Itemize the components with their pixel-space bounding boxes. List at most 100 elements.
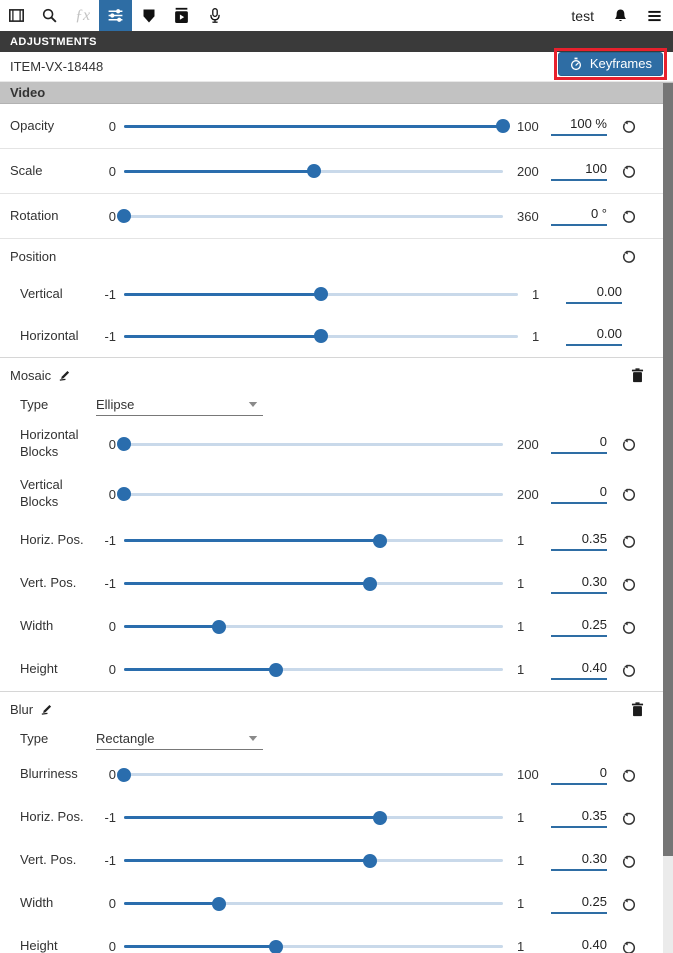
slider-track[interactable]: [124, 329, 518, 343]
dropdown-row-type: Type Rectangle: [0, 726, 673, 753]
slider-handle[interactable]: [314, 287, 328, 301]
slider-handle[interactable]: [496, 119, 510, 133]
group-mosaic: Mosaic Type Ellipse Horizontal Blocks 0 200 0 V…: [0, 358, 673, 692]
slider-track[interactable]: [117, 209, 503, 223]
reset-button[interactable]: [617, 486, 637, 502]
slider-track[interactable]: [124, 619, 503, 634]
reset-icon: [621, 436, 637, 452]
slider-handle[interactable]: [372, 533, 387, 548]
reset-button[interactable]: [617, 576, 637, 592]
edit-effect-button[interactable]: [40, 702, 54, 716]
min-value: 0: [108, 767, 116, 782]
menu-button[interactable]: [647, 9, 662, 23]
edit-effect-button[interactable]: [58, 368, 72, 382]
vertical-scrollbar[interactable]: [663, 83, 673, 953]
slider-track[interactable]: [124, 853, 503, 868]
panel-title: ADJUSTMENTS: [10, 35, 97, 48]
reset-icon: [621, 767, 637, 783]
slider-row-horiz-pos: Horiz. Pos. -1 1 0.35: [0, 519, 673, 562]
slider-handle[interactable]: [306, 164, 321, 178]
value-input[interactable]: 0.25: [551, 617, 607, 637]
type-dropdown[interactable]: Ellipse: [96, 395, 263, 416]
reset-button[interactable]: [617, 853, 637, 869]
value-input[interactable]: 0.40: [551, 937, 607, 953]
tab-video-export[interactable]: [165, 0, 198, 31]
reset-button[interactable]: [617, 939, 637, 953]
slider-handle[interactable]: [211, 896, 226, 911]
tab-shield-marker[interactable]: [132, 0, 165, 31]
slider-handle[interactable]: [117, 487, 131, 501]
reset-button[interactable]: [617, 896, 637, 912]
reset-button[interactable]: [617, 118, 637, 134]
slider-handle[interactable]: [268, 662, 283, 677]
value-input[interactable]: 0.35: [551, 531, 607, 551]
reset-button[interactable]: [617, 767, 637, 783]
reset-icon: [621, 853, 637, 869]
min-value: -1: [104, 853, 116, 868]
tab-adjustments-sliders[interactable]: [99, 0, 132, 31]
slider-track[interactable]: [124, 287, 518, 301]
value-input[interactable]: 0: [551, 434, 607, 454]
slider-track[interactable]: [124, 896, 503, 911]
tab-filmstrip[interactable]: [0, 0, 33, 31]
tab-microphone[interactable]: [198, 0, 231, 31]
slider-track[interactable]: [124, 810, 503, 825]
group-header-mosaic: Mosaic: [0, 358, 673, 392]
value-input[interactable]: 0.40: [551, 660, 607, 680]
slider-handle[interactable]: [363, 853, 378, 868]
value-input[interactable]: 100: [551, 161, 607, 181]
reset-button[interactable]: [617, 662, 637, 678]
slider-track[interactable]: [124, 119, 510, 133]
slider-track[interactable]: [124, 576, 503, 591]
slider-track[interactable]: [124, 662, 503, 677]
slider-track[interactable]: [124, 533, 503, 548]
user-label[interactable]: test: [571, 7, 594, 24]
tab-effects[interactable]: ƒx: [66, 0, 99, 31]
slider-handle[interactable]: [268, 939, 283, 953]
slider-handle[interactable]: [117, 437, 131, 451]
reset-icon: [621, 533, 637, 549]
keyframes-button[interactable]: Keyframes: [557, 52, 663, 76]
max-value: 1: [517, 896, 525, 911]
min-value: -1: [104, 576, 116, 591]
value-input[interactable]: 0.35: [551, 808, 607, 828]
reset-button[interactable]: [617, 533, 637, 549]
scrollbar-thumb[interactable]: [663, 83, 673, 856]
bell-button[interactable]: [613, 8, 628, 24]
slider-track[interactable]: [124, 164, 503, 178]
value-input[interactable]: 0: [551, 765, 607, 785]
reset-button[interactable]: [617, 163, 637, 179]
slider-handle[interactable]: [372, 810, 387, 825]
slider-track[interactable]: [124, 939, 503, 953]
value-input[interactable]: 0.00: [566, 284, 622, 304]
slider-handle[interactable]: [363, 576, 378, 591]
slider-track[interactable]: [117, 437, 503, 451]
group-reset-button[interactable]: [621, 248, 637, 264]
slider-handle[interactable]: [211, 619, 226, 634]
reset-button[interactable]: [617, 810, 637, 826]
reset-button[interactable]: [617, 208, 637, 224]
group-label: Mosaic: [10, 367, 52, 383]
type-dropdown[interactable]: Rectangle: [96, 729, 263, 750]
value-input[interactable]: 0 °: [551, 206, 607, 226]
delete-effect-button[interactable]: [631, 701, 644, 717]
slider-track[interactable]: [117, 767, 503, 782]
tab-search[interactable]: [33, 0, 66, 31]
slider-row-horizontal-blocks: Horizontal Blocks 0 200 0: [0, 419, 673, 469]
value-input[interactable]: 0: [551, 484, 607, 504]
delete-effect-button[interactable]: [631, 367, 644, 383]
slider-track[interactable]: [117, 487, 503, 501]
panel-title-bar: ADJUSTMENTS: [0, 31, 673, 52]
value-input[interactable]: 0.30: [551, 574, 607, 594]
reset-button[interactable]: [617, 619, 637, 635]
value-input[interactable]: 0.25: [551, 894, 607, 914]
reset-button[interactable]: [617, 436, 637, 452]
slider-handle[interactable]: [117, 209, 131, 223]
section-header-label: Video: [10, 85, 46, 100]
slider-fill: [124, 668, 276, 671]
value-input[interactable]: 0.00: [566, 326, 622, 346]
slider-handle[interactable]: [314, 329, 328, 343]
value-input[interactable]: 100 %: [551, 116, 607, 136]
value-input[interactable]: 0.30: [551, 851, 607, 871]
slider-handle[interactable]: [117, 767, 131, 782]
